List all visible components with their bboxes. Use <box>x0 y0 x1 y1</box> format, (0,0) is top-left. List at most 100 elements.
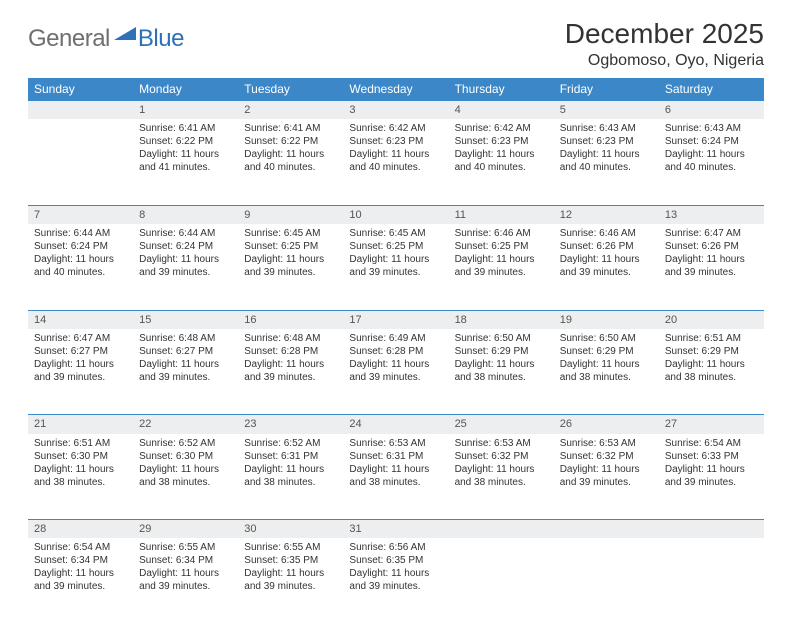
sunset-text: Sunset: 6:23 PM <box>560 135 653 148</box>
day-cell: Sunrise: 6:53 AMSunset: 6:32 PMDaylight:… <box>449 434 554 520</box>
day-number <box>449 520 554 539</box>
sunset-text: Sunset: 6:27 PM <box>139 345 232 358</box>
daylight-text: Daylight: 11 hours and 39 minutes. <box>244 253 337 279</box>
sunset-text: Sunset: 6:22 PM <box>244 135 337 148</box>
day-number: 3 <box>343 101 448 120</box>
day-number: 22 <box>133 415 238 434</box>
week-daynum-row: 123456 <box>28 101 764 120</box>
sunrise-text: Sunrise: 6:52 AM <box>139 437 232 450</box>
weekday-header-row: Sunday Monday Tuesday Wednesday Thursday… <box>28 78 764 101</box>
logo: General Blue <box>28 24 184 53</box>
sunrise-text: Sunrise: 6:48 AM <box>244 332 337 345</box>
sunrise-text: Sunrise: 6:55 AM <box>244 541 337 554</box>
daylight-text: Daylight: 11 hours and 38 minutes. <box>665 358 758 384</box>
day-number: 29 <box>133 520 238 539</box>
day-cell: Sunrise: 6:50 AMSunset: 6:29 PMDaylight:… <box>554 329 659 415</box>
day-number: 9 <box>238 205 343 224</box>
day-number: 20 <box>659 310 764 329</box>
sunset-text: Sunset: 6:31 PM <box>244 450 337 463</box>
sunset-text: Sunset: 6:33 PM <box>665 450 758 463</box>
day-cell: Sunrise: 6:45 AMSunset: 6:25 PMDaylight:… <box>343 224 448 310</box>
sunrise-text: Sunrise: 6:48 AM <box>139 332 232 345</box>
sunset-text: Sunset: 6:32 PM <box>455 450 548 463</box>
sunrise-text: Sunrise: 6:53 AM <box>349 437 442 450</box>
day-number: 2 <box>238 101 343 120</box>
daylight-text: Daylight: 11 hours and 38 minutes. <box>455 358 548 384</box>
day-cell: Sunrise: 6:47 AMSunset: 6:26 PMDaylight:… <box>659 224 764 310</box>
day-number: 13 <box>659 205 764 224</box>
day-cell: Sunrise: 6:45 AMSunset: 6:25 PMDaylight:… <box>238 224 343 310</box>
daylight-text: Daylight: 11 hours and 39 minutes. <box>34 567 127 593</box>
sunrise-text: Sunrise: 6:44 AM <box>34 227 127 240</box>
day-number <box>659 520 764 539</box>
daylight-text: Daylight: 11 hours and 40 minutes. <box>349 148 442 174</box>
daylight-text: Daylight: 11 hours and 38 minutes. <box>560 358 653 384</box>
sunrise-text: Sunrise: 6:47 AM <box>34 332 127 345</box>
day-cell: Sunrise: 6:42 AMSunset: 6:23 PMDaylight:… <box>343 119 448 205</box>
day-number: 24 <box>343 415 448 434</box>
daylight-text: Daylight: 11 hours and 39 minutes. <box>349 253 442 279</box>
day-number: 19 <box>554 310 659 329</box>
day-number: 16 <box>238 310 343 329</box>
sunrise-text: Sunrise: 6:42 AM <box>349 122 442 135</box>
sunset-text: Sunset: 6:31 PM <box>349 450 442 463</box>
day-cell: Sunrise: 6:46 AMSunset: 6:25 PMDaylight:… <box>449 224 554 310</box>
weekday-header: Thursday <box>449 78 554 101</box>
day-cell: Sunrise: 6:46 AMSunset: 6:26 PMDaylight:… <box>554 224 659 310</box>
logo-text-general: General <box>28 25 110 53</box>
day-number: 5 <box>554 101 659 120</box>
day-number <box>28 101 133 120</box>
day-number: 17 <box>343 310 448 329</box>
weekday-header: Sunday <box>28 78 133 101</box>
day-number: 8 <box>133 205 238 224</box>
sunset-text: Sunset: 6:28 PM <box>349 345 442 358</box>
day-number: 26 <box>554 415 659 434</box>
sunrise-text: Sunrise: 6:50 AM <box>560 332 653 345</box>
week-content-row: Sunrise: 6:51 AMSunset: 6:30 PMDaylight:… <box>28 434 764 520</box>
day-cell: Sunrise: 6:54 AMSunset: 6:33 PMDaylight:… <box>659 434 764 520</box>
daylight-text: Daylight: 11 hours and 38 minutes. <box>349 463 442 489</box>
day-number: 18 <box>449 310 554 329</box>
daylight-text: Daylight: 11 hours and 38 minutes. <box>244 463 337 489</box>
title-block: December 2025 Ogbomoso, Oyo, Nigeria <box>565 18 764 70</box>
sunrise-text: Sunrise: 6:46 AM <box>560 227 653 240</box>
day-number: 11 <box>449 205 554 224</box>
sunset-text: Sunset: 6:34 PM <box>34 554 127 567</box>
daylight-text: Daylight: 11 hours and 39 minutes. <box>665 253 758 279</box>
sunrise-text: Sunrise: 6:44 AM <box>139 227 232 240</box>
sunset-text: Sunset: 6:24 PM <box>34 240 127 253</box>
day-number: 15 <box>133 310 238 329</box>
day-cell: Sunrise: 6:42 AMSunset: 6:23 PMDaylight:… <box>449 119 554 205</box>
sunrise-text: Sunrise: 6:55 AM <box>139 541 232 554</box>
weekday-header: Friday <box>554 78 659 101</box>
week-content-row: Sunrise: 6:47 AMSunset: 6:27 PMDaylight:… <box>28 329 764 415</box>
daylight-text: Daylight: 11 hours and 39 minutes. <box>139 567 232 593</box>
week-daynum-row: 21222324252627 <box>28 415 764 434</box>
day-cell: Sunrise: 6:44 AMSunset: 6:24 PMDaylight:… <box>133 224 238 310</box>
sunrise-text: Sunrise: 6:42 AM <box>455 122 548 135</box>
day-cell: Sunrise: 6:43 AMSunset: 6:24 PMDaylight:… <box>659 119 764 205</box>
daylight-text: Daylight: 11 hours and 39 minutes. <box>349 567 442 593</box>
daylight-text: Daylight: 11 hours and 38 minutes. <box>34 463 127 489</box>
day-cell: Sunrise: 6:51 AMSunset: 6:30 PMDaylight:… <box>28 434 133 520</box>
week-content-row: Sunrise: 6:44 AMSunset: 6:24 PMDaylight:… <box>28 224 764 310</box>
daylight-text: Daylight: 11 hours and 40 minutes. <box>34 253 127 279</box>
day-cell: Sunrise: 6:44 AMSunset: 6:24 PMDaylight:… <box>28 224 133 310</box>
sunset-text: Sunset: 6:24 PM <box>139 240 232 253</box>
sunset-text: Sunset: 6:25 PM <box>455 240 548 253</box>
day-cell: Sunrise: 6:47 AMSunset: 6:27 PMDaylight:… <box>28 329 133 415</box>
header: General Blue December 2025 Ogbomoso, Oyo… <box>28 18 764 70</box>
sunrise-text: Sunrise: 6:50 AM <box>455 332 548 345</box>
daylight-text: Daylight: 11 hours and 39 minutes. <box>560 463 653 489</box>
day-number: 27 <box>659 415 764 434</box>
sunrise-text: Sunrise: 6:41 AM <box>139 122 232 135</box>
weekday-header: Tuesday <box>238 78 343 101</box>
sunset-text: Sunset: 6:23 PM <box>349 135 442 148</box>
daylight-text: Daylight: 11 hours and 39 minutes. <box>349 358 442 384</box>
sunset-text: Sunset: 6:26 PM <box>665 240 758 253</box>
sunrise-text: Sunrise: 6:53 AM <box>560 437 653 450</box>
sunset-text: Sunset: 6:27 PM <box>34 345 127 358</box>
sunset-text: Sunset: 6:28 PM <box>244 345 337 358</box>
sunrise-text: Sunrise: 6:51 AM <box>665 332 758 345</box>
sunrise-text: Sunrise: 6:47 AM <box>665 227 758 240</box>
